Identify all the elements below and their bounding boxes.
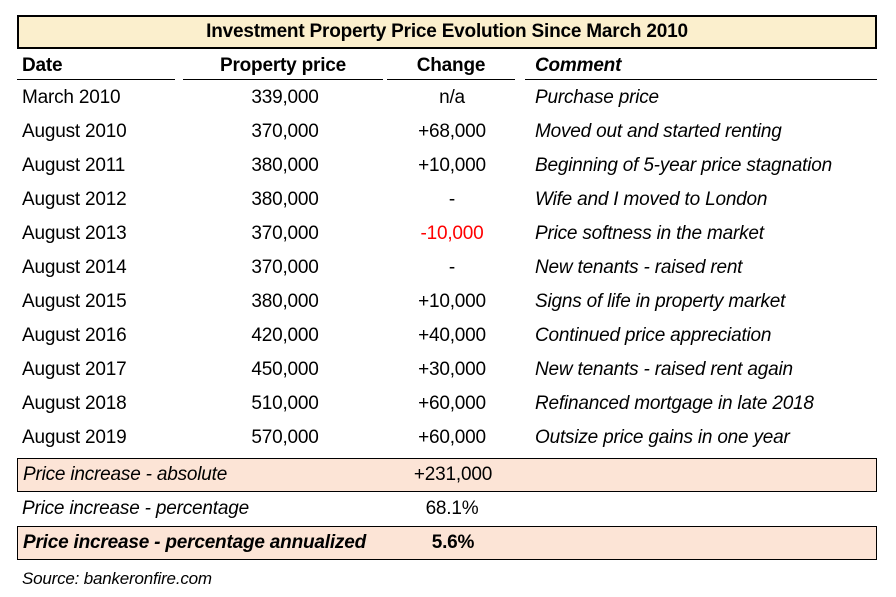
col-header-change: Change [387,55,515,80]
change-cell: +30,000 [418,359,486,380]
comment-cell: Continued price appreciation [535,325,772,346]
table-row: August 2019 570,000 +60,000 Outsize pric… [17,421,877,455]
table-row: August 2014 370,000 - New tenants - rais… [17,251,877,285]
change-cell: - [448,189,456,210]
comment-cell: Moved out and started renting [535,121,782,142]
table-row: August 2015 380,000 +10,000 Signs of lif… [17,285,877,319]
date-cell: August 2014 [22,257,127,278]
comment-cell: New tenants - raised rent [535,257,743,278]
price-cell: 339,000 [251,87,319,108]
summary-row-absolute: Price increase - absolute +231,000 [17,458,877,492]
property-price-table: Investment Property Price Evolution Sinc… [17,15,877,589]
col-header-date: Date [17,55,175,80]
change-cell: +68,000 [418,121,486,142]
comment-cell: New tenants - raised rent again [535,359,793,380]
comment-cell: Refinanced mortgage in late 2018 [535,393,814,414]
change-cell: -10,000 [420,223,484,244]
summary-value: +231,000 [413,464,493,485]
comment-cell: Purchase price [535,87,659,108]
header-row: Date Property price Change Comment [17,55,877,80]
comment-cell: Signs of life in property market [535,291,786,312]
change-cell: +60,000 [418,393,486,414]
table-row: August 2011 380,000 +10,000 Beginning of… [17,149,877,183]
col-header-comment: Comment [525,55,877,80]
table-row: March 2010 339,000 n/a Purchase price [17,81,877,115]
date-cell: August 2010 [22,121,127,142]
comment-cell: Price softness in the market [535,223,764,244]
change-cell: n/a [439,87,465,108]
price-cell: 570,000 [251,427,319,448]
change-cell: +10,000 [418,291,486,312]
table-row: August 2018 510,000 +60,000 Refinanced m… [17,387,877,421]
date-cell: August 2011 [22,155,126,176]
summary-row-percentage: Price increase - percentage 68.1% [17,492,877,526]
price-cell: 450,000 [251,359,319,380]
price-cell: 510,000 [251,393,319,414]
date-cell: March 2010 [22,87,121,108]
summary-row-annualized: Price increase - percentage annualized 5… [17,526,877,560]
summary-label: Price increase - percentage [22,498,249,519]
price-cell: 380,000 [251,291,319,312]
change-cell: +60,000 [418,427,486,448]
table-title: Investment Property Price Evolution Sinc… [17,15,877,49]
price-cell: 370,000 [251,121,319,142]
table-row: August 2017 450,000 +30,000 New tenants … [17,353,877,387]
comment-cell: Beginning of 5-year price stagnation [535,155,832,176]
table-row: August 2012 380,000 - Wife and I moved t… [17,183,877,217]
change-cell: +10,000 [418,155,486,176]
date-cell: August 2015 [22,291,127,312]
col-header-property-price: Property price [183,55,383,80]
price-cell: 370,000 [251,257,319,278]
summary-label: Price increase - percentage annualized [23,532,366,553]
date-cell: August 2017 [22,359,127,380]
comment-cell: Wife and I moved to London [535,189,768,210]
summary-value: 5.6% [431,532,475,553]
table-body: March 2010 339,000 n/a Purchase price Au… [17,81,877,455]
change-cell: - [448,257,456,278]
price-cell: 370,000 [251,223,319,244]
source-note: Source: bankeronfire.com [22,569,212,588]
price-cell: 380,000 [251,189,319,210]
change-cell: +40,000 [418,325,486,346]
table-row: August 2016 420,000 +40,000 Continued pr… [17,319,877,353]
comment-cell: Outsize price gains in one year [535,427,790,448]
date-cell: August 2013 [22,223,127,244]
price-cell: 420,000 [251,325,319,346]
date-cell: August 2012 [22,189,127,210]
date-cell: August 2018 [22,393,127,414]
date-cell: August 2019 [22,427,127,448]
summary-value: 68.1% [425,498,479,519]
table-row: August 2013 370,000 -10,000 Price softne… [17,217,877,251]
price-cell: 380,000 [251,155,319,176]
table-row: August 2010 370,000 +68,000 Moved out an… [17,115,877,149]
date-cell: August 2016 [22,325,127,346]
summary-label: Price increase - absolute [23,464,228,485]
